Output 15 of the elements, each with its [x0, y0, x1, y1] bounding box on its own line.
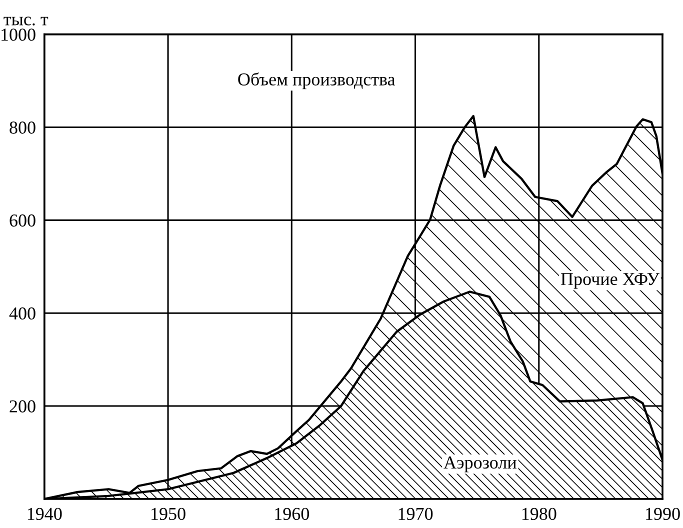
annotation: Объем производства — [238, 72, 396, 90]
x-tick-label: 1960 — [275, 508, 310, 520]
x-tick-label: 1980 — [522, 508, 556, 520]
y-axis-title: тыс. т — [4, 16, 48, 26]
y-tick-label: 600 — [10, 214, 36, 227]
x-tick-label: 1950 — [152, 508, 186, 520]
y-tick-label: 400 — [9, 307, 36, 320]
x-tick-label: 1970 — [398, 508, 433, 520]
x-tick-label: 1990 — [646, 508, 680, 520]
y-tick-label: 200 — [10, 400, 36, 412]
y-tick-label: 800 — [10, 122, 36, 134]
x-tick-label: 1940 — [28, 508, 62, 520]
annotation: Аэрозоли — [444, 456, 516, 472]
y-tick-label: 1000 — [2, 28, 36, 41]
annotation: Прочие ХФУ — [560, 273, 660, 289]
